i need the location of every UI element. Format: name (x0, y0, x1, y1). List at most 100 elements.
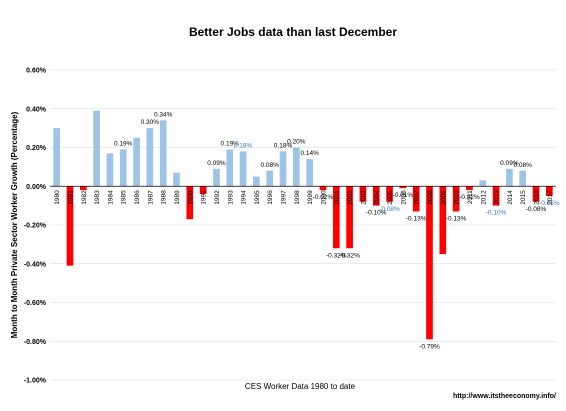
data-label: -0.32% (339, 252, 360, 259)
bar (279, 151, 287, 187)
bar (519, 170, 527, 187)
x-tick-label: 2009 (440, 190, 447, 205)
bar (386, 186, 393, 202)
source-url: http://www.itstheeconomy.info/ (453, 393, 556, 400)
data-label: 0.34% (154, 111, 173, 118)
data-label: 0.30% (141, 119, 160, 126)
data-label: 0.09% (500, 160, 519, 167)
x-tick-label: 1989 (174, 190, 181, 205)
x-tick-label: 2005 (387, 190, 394, 205)
bar (266, 170, 274, 187)
y-tick-label: 0.60% (26, 68, 47, 75)
x-tick-label: 1980 (54, 190, 61, 205)
x-tick-label: 2001 (334, 190, 341, 205)
y-tick-label: -0.20% (24, 223, 47, 230)
data-label: -0.02% (459, 194, 480, 201)
data-label: 0.18% (274, 142, 293, 149)
x-tick-label: 1995 (254, 190, 261, 205)
x-tick-label: 1990 (187, 190, 194, 205)
bar (332, 186, 340, 249)
data-label: -0.13% (446, 215, 467, 222)
x-tick-label: 2013 (494, 190, 501, 205)
gridlines (50, 69, 556, 381)
x-tick-label: 1996 (267, 190, 274, 205)
bar (213, 168, 220, 187)
x-tick-label: 2014 (507, 190, 514, 205)
x-tick-label: 2004 (374, 190, 381, 205)
data-label: -0.01% (393, 192, 414, 199)
bar (199, 186, 207, 194)
y-axis-ticks: 0.60% 0.40% 0.20% 0.00% -0.20% -0.40% -0.60% -0… (24, 68, 47, 385)
x-tick-label: 1991 (201, 190, 208, 205)
bar (372, 186, 380, 206)
bar (359, 186, 367, 202)
bar (492, 186, 500, 206)
data-label: -0.79% (419, 343, 440, 350)
chart-title: Better Jobs data than last December (189, 25, 397, 39)
x-tick-label: 2003 (360, 190, 367, 205)
bar (439, 186, 447, 255)
data-label: 0.19% (221, 140, 240, 147)
x-tick-label: 2015 (520, 190, 527, 205)
data-label: -0.10% (486, 210, 507, 217)
bar (106, 153, 114, 187)
y-tick-label: 0.20% (26, 145, 47, 152)
y-axis-label: Month to Month Private Sector Worker Gro… (10, 111, 19, 338)
y-tick-label: 0.00% (26, 184, 47, 191)
x-tick-label: 1987 (147, 190, 154, 205)
data-label: -0.08% (379, 206, 400, 213)
bar (532, 186, 540, 202)
x-tick-label: 1984 (107, 190, 114, 205)
x-tick-label: 2017 (547, 190, 554, 205)
bar (293, 147, 300, 187)
bar (452, 186, 460, 212)
bar (546, 186, 553, 196)
x-tick-label: 2002 (347, 190, 354, 205)
x-tick-label: 1992 (214, 190, 221, 205)
bar (399, 186, 407, 189)
data-label: -0.08% (526, 206, 547, 213)
bar (186, 186, 194, 220)
data-label: -0.10% (366, 210, 387, 217)
x-tick-label: 1983 (94, 190, 101, 205)
data-label: -0.05% (539, 200, 560, 207)
y-tick-label: 0.40% (26, 106, 47, 113)
bar (319, 186, 327, 191)
bar (506, 168, 513, 187)
y-tick-label: -0.40% (24, 261, 47, 268)
data-labels: 0.19%0.30%0.34%0.09%0.19%0.18%0.08%0.18%… (114, 111, 560, 350)
x-tick-label: 1988 (161, 190, 168, 205)
y-tick-label: -0.60% (24, 300, 47, 307)
bar (173, 172, 180, 187)
bar (159, 120, 167, 187)
x-tick-label: 1994 (241, 190, 248, 205)
x-tick-label: 1985 (121, 190, 128, 205)
bar (119, 149, 127, 187)
data-label: -0.13% (406, 215, 427, 222)
x-tick-label: 2007 (414, 190, 421, 205)
x-tick-label: 1993 (227, 190, 234, 205)
data-label: 0.08% (260, 162, 279, 169)
x-tick-label: 1982 (81, 190, 88, 205)
data-label: 0.14% (300, 150, 319, 157)
x-tick-label: 1986 (134, 190, 141, 205)
bar (306, 159, 313, 187)
bar (426, 186, 433, 340)
bar (226, 149, 234, 187)
x-tick-label: 1999 (307, 190, 314, 205)
bar (146, 128, 154, 187)
bar (479, 180, 487, 187)
bar (79, 186, 87, 191)
x-tick-label: 2010 (454, 190, 461, 205)
data-label: 0.08% (513, 162, 532, 169)
x-axis-ticks: 1980 1981 1982 1983 1984 1985 1986 1987 1988 1989… (54, 190, 554, 205)
x-tick-label: 2000 (320, 190, 327, 205)
data-label: -0.32% (326, 252, 347, 259)
x-axis-label: CES Worker Data 1980 to date (245, 382, 356, 391)
bar (66, 186, 74, 266)
data-label: 0.19% (114, 140, 133, 147)
bars (53, 110, 553, 340)
data-label: 0.09% (207, 160, 226, 167)
